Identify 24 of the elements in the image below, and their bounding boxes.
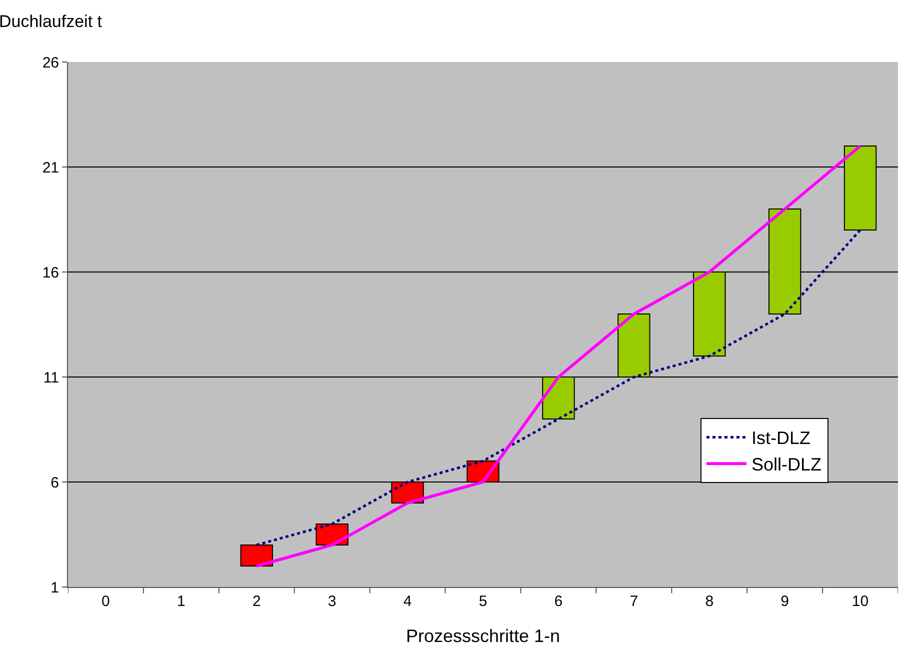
legend-label: Ist-DLZ	[751, 428, 810, 448]
y-tick-label: 21	[42, 159, 59, 176]
x-tick-label: 2	[252, 593, 261, 610]
y-axis-title: Duchlaufzeit t	[0, 12, 102, 31]
x-tick-label: 6	[554, 593, 563, 610]
line-series	[255, 228, 862, 546]
x-tick-label: 10	[852, 593, 869, 610]
y-tick-label: 11	[43, 369, 59, 386]
x-tick-label: 1	[177, 593, 186, 610]
x-tick-label: 9	[780, 593, 789, 610]
x-tick-label: 7	[630, 593, 638, 610]
bar	[240, 544, 273, 566]
y-tick-label: 16	[42, 264, 59, 282]
x-tick-label: 4	[403, 593, 412, 610]
y-tick-label: 6	[50, 474, 59, 492]
y-tick-label: 26	[42, 54, 59, 72]
y-tick-label: 1	[50, 579, 59, 596]
legend-label: Soll-DLZ	[751, 454, 822, 475]
x-axis-title: Prozessschritte 1-n	[406, 626, 560, 646]
line-series	[255, 144, 862, 568]
x-tick-label: 5	[478, 593, 488, 610]
x-tick-label: 0	[102, 593, 110, 610]
x-tick-label: 3	[328, 593, 336, 610]
x-tick-label: 8	[705, 593, 714, 610]
